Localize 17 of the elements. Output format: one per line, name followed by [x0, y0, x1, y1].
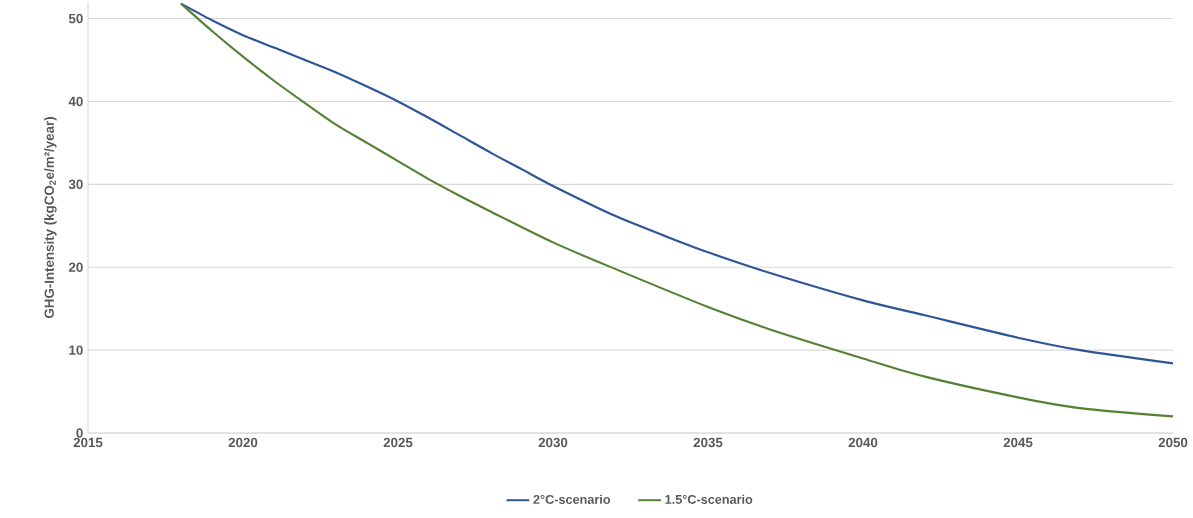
- x-tick-label: 2030: [538, 437, 568, 448]
- y-tick-label: 10: [69, 345, 83, 355]
- legend-label: 1.5°C-scenario: [665, 494, 753, 504]
- x-tick-label: 2035: [693, 437, 723, 448]
- x-tick-label: 2050: [1158, 437, 1188, 448]
- x-tick-label: 2040: [848, 437, 878, 448]
- y-tick-label: 40: [68, 96, 83, 107]
- legend-label: 2°C-scenario: [533, 494, 611, 504]
- y-tick-label: 0: [76, 428, 83, 438]
- y-tick-label: 50: [68, 13, 83, 24]
- y-tick-label: 20: [68, 262, 83, 272]
- x-tick-label: 2045: [1003, 437, 1033, 448]
- y-tick-label: 30: [68, 179, 83, 190]
- y-axis-title: GHG-Intensity (kgCO$_{2}$e/m²/year): [44, 117, 57, 319]
- x-tick-label: 2020: [228, 437, 258, 448]
- x-tick-label: 2015: [73, 437, 103, 448]
- x-tick-label: 2025: [383, 437, 413, 448]
